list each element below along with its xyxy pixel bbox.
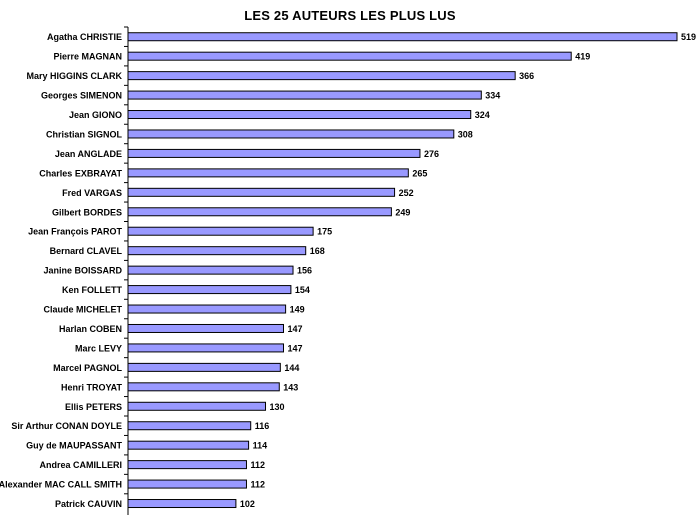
data-label: 143: [283, 382, 298, 392]
bar: [127, 90, 482, 100]
data-label: 419: [575, 52, 590, 62]
category-label: Christian SIGNOL: [46, 129, 123, 139]
data-label: 308: [458, 129, 473, 139]
chart-title: LES 25 AUTEURS LES PLUS LUS: [244, 8, 456, 23]
category-label: Mary HIGGINS CLARK: [26, 71, 122, 81]
data-label: 147: [288, 343, 303, 353]
bar: [127, 499, 237, 509]
category-label: Pierre MAGNAN: [53, 52, 122, 62]
bar: [127, 129, 455, 139]
bar: [127, 226, 314, 236]
bar: [127, 71, 516, 81]
bar: [127, 421, 252, 431]
category-label: Agatha CHRISTIE: [47, 32, 122, 42]
category-label: Gilbert BORDES: [52, 207, 122, 217]
category-label: Bernard CLAVEL: [50, 246, 123, 256]
data-label: 112: [250, 460, 265, 470]
category-label: Patrick CAUVIN: [55, 499, 122, 509]
category-label: Marcel PAGNOL: [53, 363, 122, 373]
data-label: 175: [317, 227, 332, 237]
bar: [127, 265, 294, 275]
data-label: 102: [240, 499, 255, 509]
data-label: 366: [519, 71, 534, 81]
bar: [127, 51, 572, 61]
category-label: Harlan COBEN: [59, 324, 122, 334]
data-label: 252: [399, 188, 414, 198]
bar: [127, 362, 281, 372]
data-label: 116: [255, 421, 270, 431]
bar: [127, 343, 284, 353]
bar: [127, 440, 250, 450]
bar: [127, 382, 280, 392]
category-label: Alexander MAC CALL SMITH: [0, 480, 122, 490]
category-label: Charles EXBRAYAT: [39, 168, 122, 178]
bar: [127, 187, 396, 197]
bar: [127, 323, 284, 333]
bar: [127, 460, 247, 470]
data-label: 276: [424, 149, 439, 159]
category-label: Marc LEVY: [75, 343, 122, 353]
data-label: 265: [412, 168, 427, 178]
category-label: Claude MICHELET: [43, 305, 122, 315]
bar: [127, 148, 421, 158]
data-label: 112: [250, 480, 265, 490]
data-label: 147: [288, 324, 303, 334]
category-label: Georges SIMENON: [41, 91, 122, 101]
bar: [127, 168, 409, 178]
data-label: 130: [270, 402, 285, 412]
bar: [127, 401, 267, 411]
category-label: Ellis PETERS: [65, 402, 122, 412]
data-label: 114: [253, 441, 268, 451]
bar: [127, 285, 292, 295]
data-label: 168: [310, 246, 325, 256]
category-label: Henri TROYAT: [61, 382, 123, 392]
category-label: Jean François PAROT: [28, 227, 122, 237]
data-label: 144: [284, 363, 299, 373]
bar: [127, 32, 678, 42]
data-label: 324: [475, 110, 490, 120]
category-label: Sir Arthur CONAN DOYLE: [11, 421, 122, 431]
data-label: 154: [295, 285, 310, 295]
bar: [127, 246, 307, 256]
data-label: 156: [297, 266, 312, 276]
category-label: Andrea CAMILLERI: [39, 460, 122, 470]
bar: [127, 479, 247, 489]
bar: [127, 207, 392, 217]
category-label: Janine BOISSARD: [43, 266, 122, 276]
bar: [127, 304, 287, 314]
category-label: Fred VARGAS: [62, 188, 122, 198]
category-label: Jean GIONO: [69, 110, 122, 120]
category-label: Guy de MAUPASSANT: [26, 441, 122, 451]
bar: [127, 110, 472, 120]
data-label: 519: [681, 32, 696, 42]
data-label: 249: [395, 207, 410, 217]
category-label: Ken FOLLETT: [62, 285, 122, 295]
data-label: 149: [290, 305, 305, 315]
data-label: 334: [485, 91, 500, 101]
category-label: Jean ANGLADE: [55, 149, 122, 159]
